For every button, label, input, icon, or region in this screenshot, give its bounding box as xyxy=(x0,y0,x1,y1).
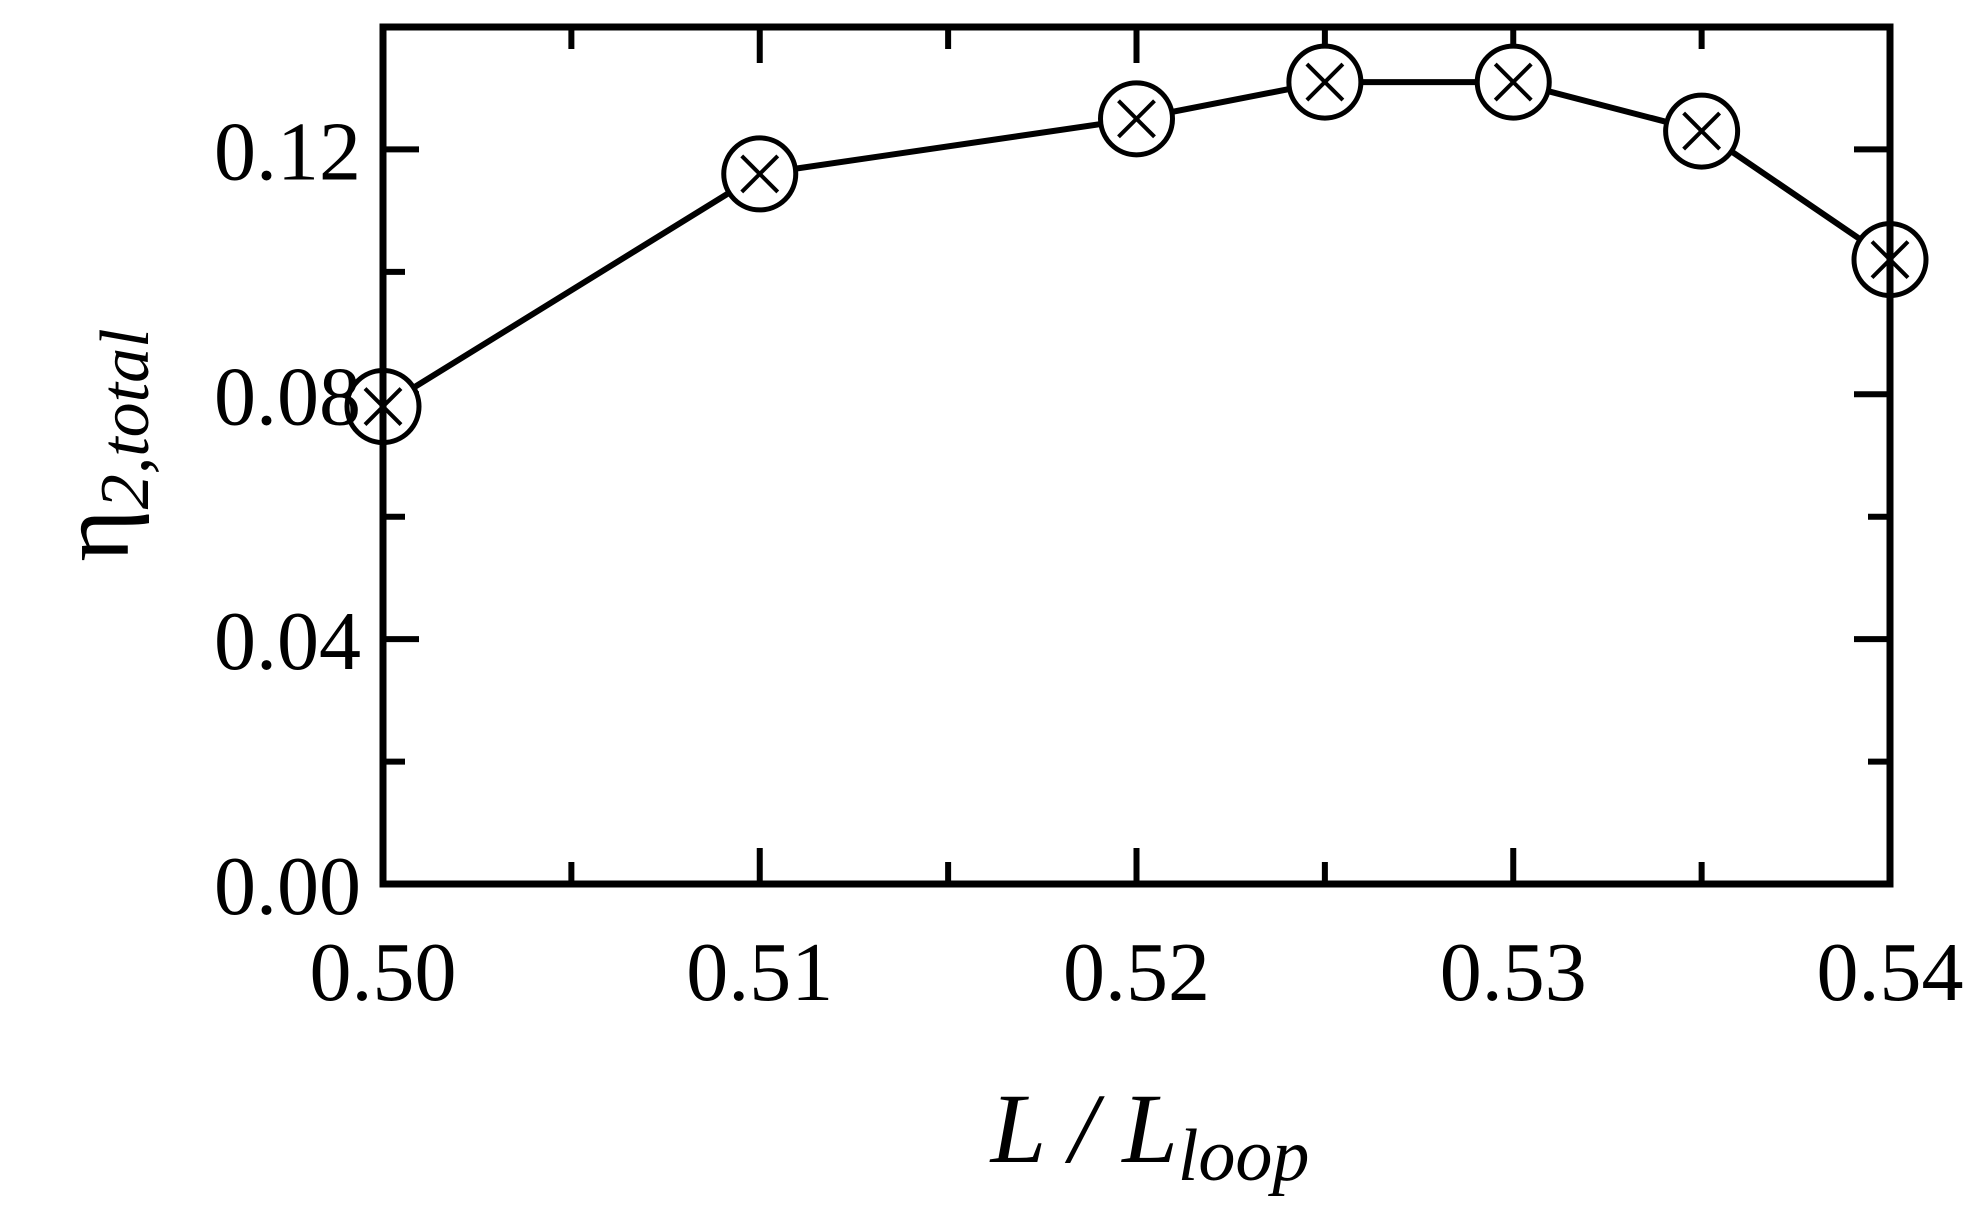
x-tick-label: 0.54 xyxy=(1817,926,1964,1019)
y-tick-label: 0.08 xyxy=(214,350,361,443)
y-axis-label-sub: 2,total xyxy=(87,328,164,509)
data-point xyxy=(721,135,799,213)
marker-cross-b xyxy=(1682,111,1722,151)
marker-cross-b xyxy=(1305,62,1345,102)
data-point xyxy=(1474,43,1552,121)
y-axis-label-main: η xyxy=(39,509,150,561)
data-point xyxy=(1286,43,1364,121)
x-tick-label: 0.53 xyxy=(1440,926,1587,1019)
x-axis-label: L / Lloop xyxy=(989,1073,1310,1197)
x-axis-label-sub: loop xyxy=(1178,1115,1310,1197)
x-tick-label: 0.50 xyxy=(310,926,457,1019)
x-axis-label-main: L / L xyxy=(989,1073,1178,1184)
marker-cross-b xyxy=(1493,62,1533,102)
marker-cross-b xyxy=(740,154,780,194)
series-layer xyxy=(344,43,1929,446)
x-tick-label: 0.51 xyxy=(686,926,833,1019)
marker-cross-b xyxy=(1117,99,1156,139)
plot-frame xyxy=(379,23,1894,888)
y-axis-label: η2,total xyxy=(39,328,164,561)
y-tick-label: 0.00 xyxy=(214,840,361,933)
x-tick-label: 0.52 xyxy=(1063,926,1210,1019)
y-tick-label: 0.12 xyxy=(214,105,361,198)
labels-layer: 0.50 0.51 0.52 0.53 0.54 0.00 0.04 0.08 0.12 xyxy=(214,105,1964,1019)
data-point xyxy=(1663,92,1741,170)
y-tick-label: 0.04 xyxy=(214,595,361,688)
data-point xyxy=(1098,80,1175,158)
